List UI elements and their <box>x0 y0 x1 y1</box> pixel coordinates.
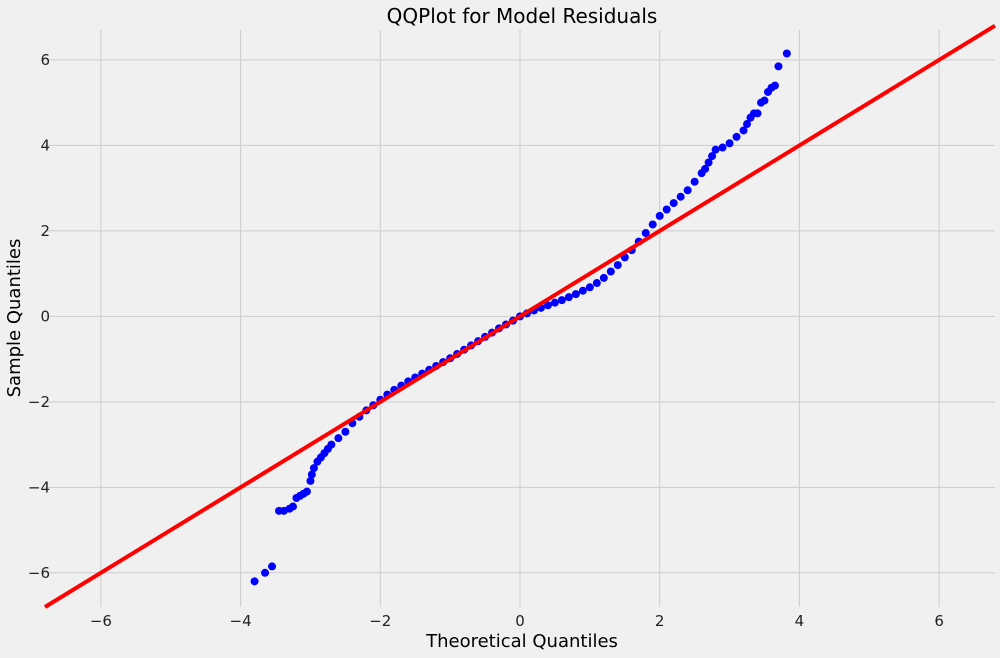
x-tick-labels: −6 −4 −2 0 2 4 6 <box>90 612 944 630</box>
data-point <box>704 158 713 167</box>
x-axis-label: Theoretical Quantiles <box>425 631 618 652</box>
data-point <box>613 261 622 270</box>
data-point <box>655 211 664 220</box>
data-point <box>782 49 791 58</box>
x-tick-label: 0 <box>515 612 525 630</box>
data-point <box>599 273 608 282</box>
data-point <box>564 293 573 302</box>
grid-lines <box>45 30 995 607</box>
data-point <box>662 205 671 214</box>
data-point <box>701 164 710 173</box>
y-tick-label: −4 <box>28 478 50 496</box>
data-point <box>309 464 318 473</box>
data-point <box>641 229 650 238</box>
data-point <box>606 267 615 276</box>
data-point <box>268 562 277 571</box>
data-point <box>261 568 270 577</box>
data-point <box>732 132 741 141</box>
data-point <box>711 145 720 154</box>
data-point <box>592 279 601 288</box>
data-point <box>739 126 748 135</box>
data-point <box>306 476 315 485</box>
y-tick-label: −6 <box>28 564 50 582</box>
data-point <box>753 109 762 118</box>
data-point <box>690 177 699 186</box>
data-point <box>648 220 657 229</box>
data-point <box>550 298 559 307</box>
data-point <box>585 283 594 292</box>
reference-line <box>43 24 997 609</box>
data-point <box>307 470 316 479</box>
y-axis-label: Sample Quantiles <box>4 239 25 398</box>
data-point <box>669 199 678 208</box>
y-tick-label: −2 <box>28 393 50 411</box>
y-tick-label: 6 <box>40 51 50 69</box>
data-point <box>676 192 685 201</box>
data-point <box>683 186 692 195</box>
data-point <box>743 120 752 129</box>
data-point <box>557 296 566 305</box>
data-point <box>302 487 311 496</box>
data-point <box>774 62 783 71</box>
data-point <box>718 143 727 152</box>
scatter-points <box>250 49 791 586</box>
data-point <box>760 96 769 105</box>
data-point <box>708 152 717 161</box>
x-tick-label: 2 <box>655 612 665 630</box>
y-tick-labels: −6 −4 −2 0 2 4 6 <box>28 51 50 582</box>
y-tick-label: 2 <box>40 222 50 240</box>
data-point <box>250 577 259 586</box>
data-point <box>288 502 297 511</box>
x-tick-label: 6 <box>934 612 944 630</box>
x-tick-label: −2 <box>369 612 391 630</box>
data-point <box>571 290 580 299</box>
data-point <box>578 286 587 295</box>
y-tick-label: 0 <box>40 307 50 325</box>
y-tick-label: 4 <box>40 136 50 154</box>
data-point <box>341 427 350 436</box>
data-point <box>327 440 336 449</box>
x-tick-label: −6 <box>90 612 112 630</box>
x-tick-label: −4 <box>230 612 252 630</box>
data-point <box>334 434 343 443</box>
x-tick-label: 4 <box>795 612 805 630</box>
data-point <box>770 81 779 90</box>
chart-title: QQPlot for Model Residuals <box>387 4 658 28</box>
data-point <box>725 139 734 148</box>
data-point <box>543 301 552 310</box>
